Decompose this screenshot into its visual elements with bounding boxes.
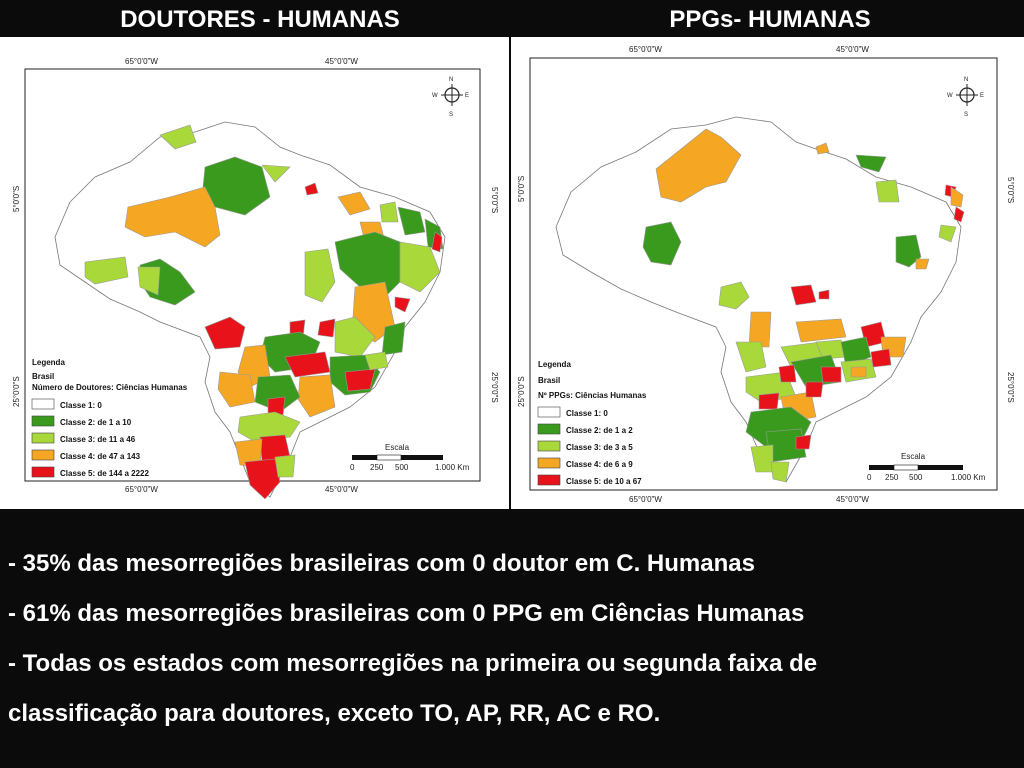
svg-text:Escala: Escala [901, 452, 926, 461]
svg-text:Classe 4: de 47 a 143: Classe 4: de 47 a 143 [60, 452, 141, 461]
legend-swatch-class-5 [31, 466, 55, 478]
brazil-mesoregions-map [555, 116, 965, 483]
svg-text:Classe 2: de 1 a 10: Classe 2: de 1 a 10 [60, 418, 132, 427]
summary-bullets: - 35% das mesorregiões brasileiras com 0… [8, 540, 1018, 740]
svg-text:Classe 3: de 11 a 46: Classe 3: de 11 a 46 [60, 435, 136, 444]
svg-text:N: N [449, 77, 453, 83]
svg-text:250: 250 [370, 463, 384, 472]
left-map-title: DOUTORES - HUMANAS [120, 6, 400, 33]
bullet-item: classificação para doutores, exceto TO, … [8, 700, 661, 727]
right-map-title: PPGs- HUMANAS [669, 6, 871, 33]
map-legend: Legenda Brasil Nº PPGs: Ciências Humanas… [537, 360, 647, 486]
lon-label: 65°0'0"W [125, 485, 158, 494]
svg-text:500: 500 [395, 463, 409, 472]
ppgs-map-panel: 65°0'0"W 45°0'0"W 65°0'0"W 45°0'0"W 5°0'… [511, 37, 1024, 509]
legend-swatch-class-2 [537, 423, 561, 435]
ppgs-map: 65°0'0"W 45°0'0"W 65°0'0"W 45°0'0"W 5°0'… [517, 45, 1015, 504]
svg-text:Brasil: Brasil [538, 376, 560, 385]
lat-label: 5°0'0"S [1006, 177, 1015, 203]
svg-text:N: N [964, 77, 968, 83]
legend-swatch-class-5 [537, 474, 561, 486]
bullet-item: - 61% das mesorregiões brasileiras com 0… [8, 600, 805, 627]
svg-text:Classe 3: de 3 a 5: Classe 3: de 3 a 5 [566, 443, 633, 452]
lon-label: 65°0'0"W [629, 495, 662, 504]
svg-text:W: W [947, 93, 953, 99]
svg-text:250: 250 [885, 473, 899, 482]
scale-bar: Escala 0 250 500 1.000 Km [350, 443, 470, 472]
scale-bar: Escala 0 250 500 1.000 Km [867, 452, 986, 482]
lon-label: 45°0'0"W [325, 485, 358, 494]
svg-text:S: S [449, 112, 453, 118]
lon-label: 45°0'0"W [325, 57, 358, 66]
svg-text:E: E [980, 93, 984, 99]
bullet-item: - 35% das mesorregiões brasileiras com 0… [8, 550, 755, 577]
lat-label: 25°0'0"S [1006, 372, 1015, 403]
legend-swatch-class-4 [31, 449, 55, 461]
svg-text:Classe 4: de 6 a 9: Classe 4: de 6 a 9 [566, 460, 633, 469]
svg-text:1.000 Km: 1.000 Km [951, 473, 986, 482]
map-legend: Legenda Brasil Número de Doutores: Ciênc… [31, 358, 188, 478]
doctors-map: 65°0'0"W 45°0'0"W 65°0'0"W 45°0'0"W 5°0'… [12, 57, 499, 500]
bullet-item: - Todas os estados com mesorregiões na p… [8, 650, 818, 677]
north-arrow-icon: N S E W [432, 77, 469, 118]
svg-text:Classe 2: de 1 a 2: Classe 2: de 1 a 2 [566, 426, 633, 435]
lon-label: 45°0'0"W [836, 45, 869, 54]
lat-label: 25°0'0"S [517, 376, 526, 407]
lat-label: 5°0'0"S [490, 187, 499, 213]
legend-swatch-class-4 [537, 457, 561, 469]
svg-text:1.000 Km: 1.000 Km [435, 463, 470, 472]
legend-swatch-class-1 [31, 398, 55, 410]
lon-label: 65°0'0"W [629, 45, 662, 54]
svg-text:Classe 1: 0: Classe 1: 0 [566, 409, 608, 418]
lat-label: 5°0'0"S [517, 176, 526, 202]
svg-text:Nº PPGs: Ciências Humanas: Nº PPGs: Ciências Humanas [538, 391, 647, 400]
svg-text:500: 500 [909, 473, 923, 482]
legend-swatch-class-3 [31, 432, 55, 444]
doctors-map-panel: 65°0'0"W 45°0'0"W 65°0'0"W 45°0'0"W 5°0'… [0, 37, 509, 509]
svg-text:0: 0 [867, 473, 872, 482]
north-arrow-icon: N S E W [947, 77, 984, 118]
svg-text:Brasil: Brasil [32, 372, 54, 381]
svg-text:0: 0 [350, 463, 355, 472]
legend-swatch-class-3 [537, 440, 561, 452]
lat-label: 5°0'0"S [12, 186, 21, 212]
brazil-mesoregions-map [54, 121, 446, 500]
svg-text:Legenda: Legenda [32, 358, 65, 367]
svg-text:Classe 5: de 10 a 67: Classe 5: de 10 a 67 [566, 477, 642, 486]
svg-text:Legenda: Legenda [538, 360, 571, 369]
svg-text:Classe 1: 0: Classe 1: 0 [60, 401, 102, 410]
svg-text:S: S [964, 112, 968, 118]
lat-label: 25°0'0"S [12, 376, 21, 407]
lon-label: 45°0'0"W [836, 495, 869, 504]
svg-text:W: W [432, 93, 438, 99]
legend-swatch-class-2 [31, 415, 55, 427]
lon-label: 65°0'0"W [125, 57, 158, 66]
legend-swatch-class-1 [537, 406, 561, 418]
svg-text:Número de Doutores: Ciências H: Número de Doutores: Ciências Humanas [32, 383, 188, 392]
svg-text:E: E [465, 93, 469, 99]
svg-text:Escala: Escala [385, 443, 410, 452]
svg-text:Classe 5: de 144 a 2222: Classe 5: de 144 a 2222 [60, 469, 150, 478]
lat-label: 25°0'0"S [490, 372, 499, 403]
